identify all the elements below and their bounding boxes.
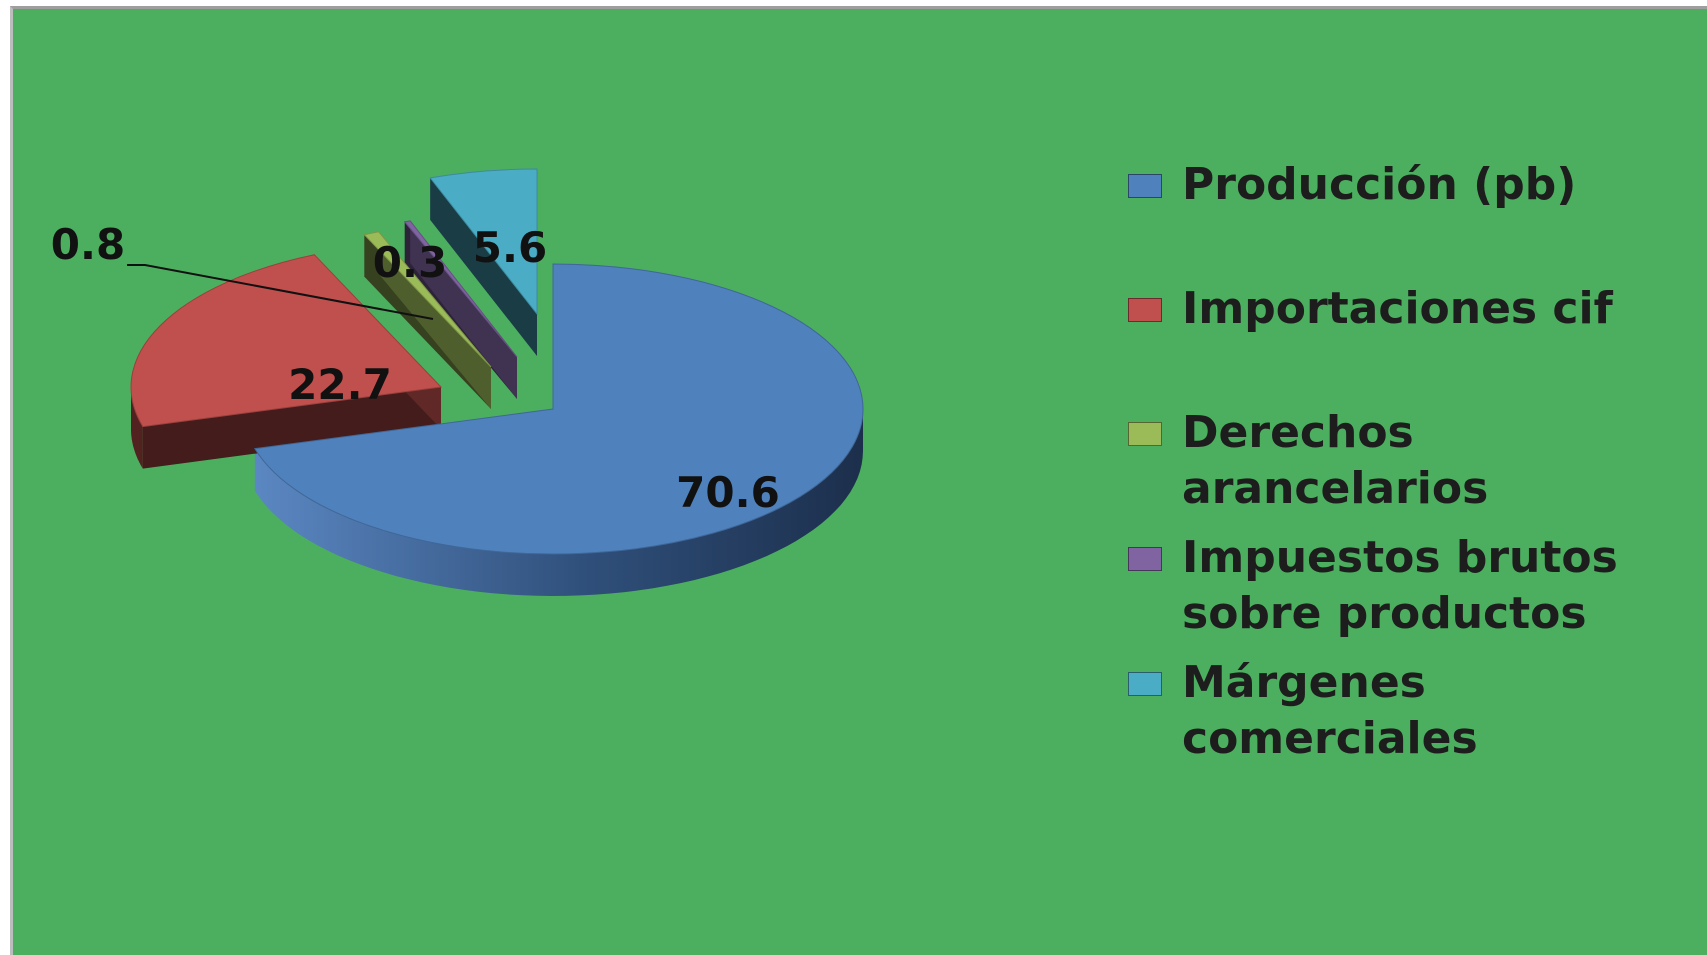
legend-item-importaciones: Importaciones cif: [1128, 281, 1682, 337]
label-derechos: 0.8: [51, 220, 125, 269]
slice-face-importaciones: [142, 387, 441, 469]
leader-line-derechos: [127, 264, 434, 320]
legend-label-impuestos: Impuestos brutos sobre productos: [1182, 532, 1618, 639]
legend-label-margenes: Márgenes comerciales: [1182, 657, 1478, 764]
slice-face-margenes: [430, 177, 537, 356]
plot-area: 70.6 22.7 0.8 0.3 5.6 Producción (pb) Import…: [10, 6, 1707, 955]
slice-face-end-impuestos: [410, 220, 517, 399]
legend-swatch-impuestos: [1128, 547, 1162, 571]
legend-swatch-produccion: [1128, 174, 1162, 198]
label-impuestos: 0.3: [373, 238, 447, 287]
legend-swatch-derechos: [1128, 422, 1162, 446]
legend-item-margenes: Márgenes comerciales: [1128, 655, 1512, 767]
slice-wall-produccion: [254, 409, 864, 596]
legend-label-importaciones: Importaciones cif: [1182, 283, 1613, 334]
legend-swatch-importaciones: [1128, 298, 1162, 322]
slice-importaciones: [130, 254, 443, 428]
legend-label-derechos: Derechos arancelarios: [1182, 407, 1489, 514]
pie-chart: 70.6 22.7 0.8 0.3 5.6: [13, 9, 1707, 955]
legend-item-derechos: Derechos arancelarios: [1128, 405, 1512, 517]
legend-item-impuestos: Impuestos brutos sobre productos: [1128, 530, 1662, 642]
label-produccion: 70.6: [676, 468, 780, 517]
label-importaciones: 22.7: [288, 360, 392, 409]
legend-item-produccion: Producción (pb): [1128, 157, 1682, 213]
slice-produccion: [253, 263, 864, 555]
slice-margenes: [429, 168, 538, 316]
slice-impuestos: [403, 220, 518, 358]
legend-swatch-margenes: [1128, 672, 1162, 696]
legend-label-produccion: Producción (pb): [1182, 159, 1577, 210]
slice-derechos: [363, 231, 492, 368]
label-margenes: 5.6: [473, 223, 547, 272]
